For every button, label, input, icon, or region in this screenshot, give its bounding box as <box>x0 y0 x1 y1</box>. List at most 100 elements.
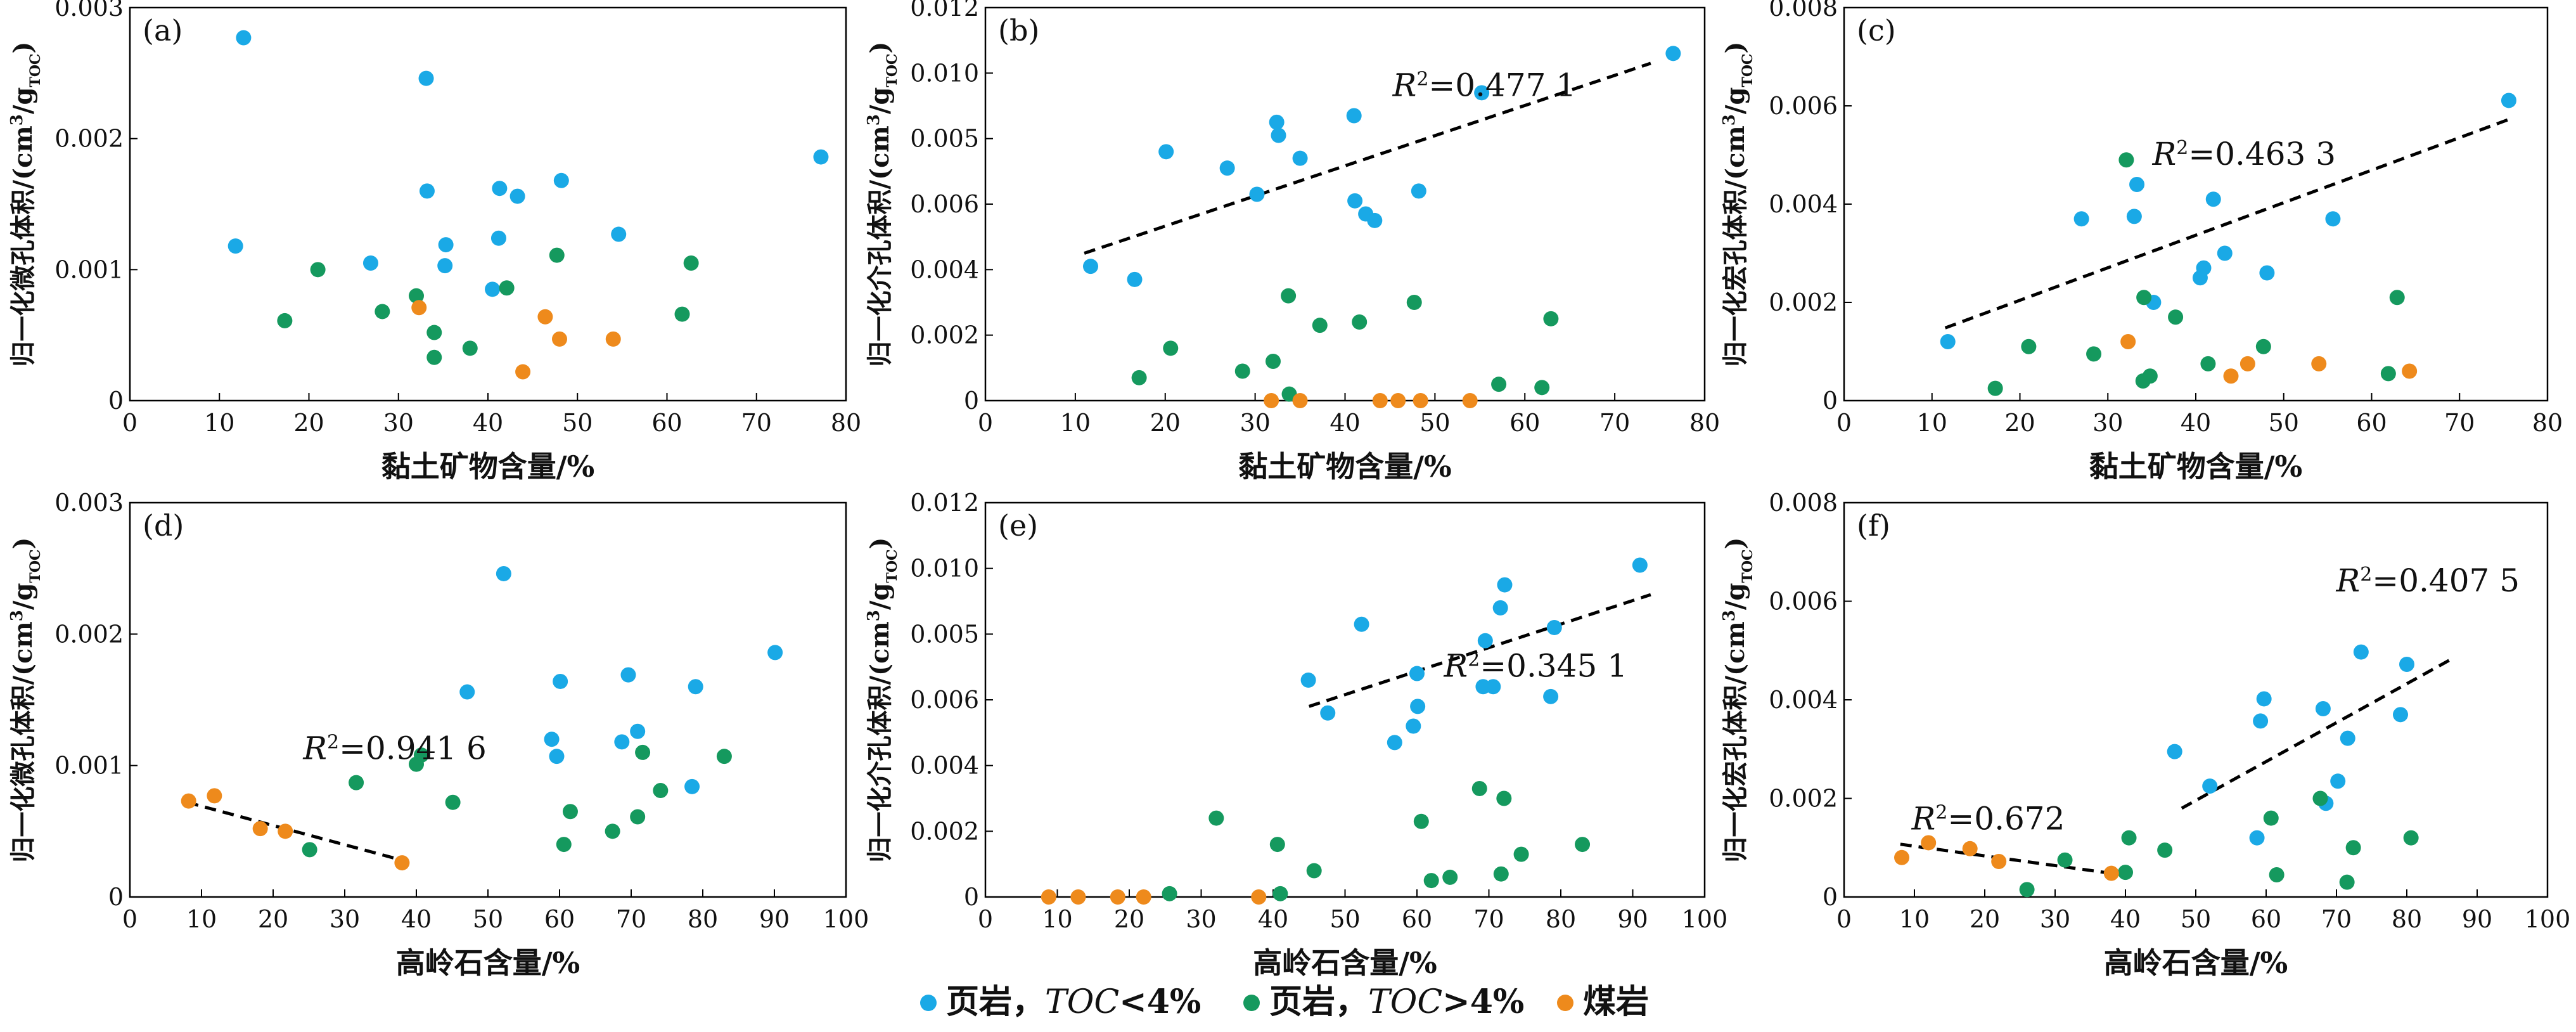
point-shale-low <box>1158 144 1174 160</box>
y-tick-label: 0.005 <box>910 125 979 153</box>
point-shale-low <box>1940 334 1956 349</box>
x-tick-label: 0 <box>122 905 138 933</box>
x-tick-label: 30 <box>330 905 360 933</box>
point-shale-low <box>1127 271 1143 287</box>
point-shale-high <box>605 823 620 839</box>
point-shale-low <box>437 258 453 274</box>
point-shale-low <box>485 281 501 297</box>
x-tick-label: 80 <box>831 409 861 437</box>
y-axis-label: 归一化微孔体积/(cm3/gTOC) <box>8 42 44 367</box>
point-shale-high <box>1306 863 1322 879</box>
x-tick-label: 60 <box>544 905 575 933</box>
point-shale-low <box>1632 557 1648 573</box>
point-shale-low <box>362 255 378 271</box>
point-shale-high <box>1162 886 1177 901</box>
point-shale-high <box>1406 295 1422 310</box>
panel-b: 0 10 20 30 40 50 60 70 80 0 0.002 0.004 0.006 0.005 0.… <box>864 0 1720 484</box>
point-shale-low <box>1475 679 1491 695</box>
x-tick-label: 10 <box>186 905 217 933</box>
legend-label-coal: 煤岩 <box>1583 983 1649 1021</box>
x-tick-label: 40 <box>2181 409 2211 437</box>
y-axis-label: 归一化微孔体积/(cm3/gTOC) <box>8 538 44 863</box>
point-shale-high <box>1272 886 1288 901</box>
y-tick-label: 0.012 <box>910 489 979 517</box>
y-tick-label: 0 <box>108 883 124 911</box>
x-tick-label: 30 <box>1186 905 1216 933</box>
point-shale-low <box>2399 657 2414 673</box>
x-axis-label: 黏土矿物含量/% <box>381 449 595 484</box>
point-shale-low <box>1219 160 1235 176</box>
point-shale-high <box>1352 314 1368 330</box>
point-shale-low <box>438 237 454 253</box>
point-shale-high <box>1163 340 1179 356</box>
point-shale-high <box>2389 290 2405 306</box>
x-tick-label: 80 <box>1546 905 1576 933</box>
point-shale-high <box>653 783 669 799</box>
y-tick-label: 0.002 <box>54 620 124 648</box>
point-shale-low <box>490 230 506 246</box>
point-coal <box>537 309 553 325</box>
point-shale-low <box>1354 616 1369 632</box>
point-shale-low <box>611 226 627 242</box>
y-tick-label: 0.006 <box>1769 588 1838 616</box>
trendline-all <box>1308 593 1651 708</box>
r-squared-annotation: R2=0.672 <box>1911 800 2065 837</box>
point-shale-high <box>1208 810 1224 826</box>
point-shale-low <box>1492 600 1508 616</box>
point-coal <box>252 821 268 837</box>
point-shale-low <box>2256 691 2272 707</box>
x-tick-label: 20 <box>258 905 288 933</box>
panel-e: 0 10 20 30 40 50 60 70 80 90 100 0 0.002 0.004 0.006 0.… <box>864 489 1727 980</box>
x-tick-label: 70 <box>2444 409 2475 437</box>
y-tick-label: 0.003 <box>54 0 124 22</box>
point-shale-high <box>716 749 732 764</box>
x-tick-label: 100 <box>1682 905 1728 933</box>
x-axis-label: 黏土矿物含量/% <box>2089 449 2303 484</box>
point-coal <box>1070 889 1086 905</box>
point-shale-high <box>1496 790 1512 806</box>
plot-frame <box>984 6 1706 402</box>
panel-c: 0 10 20 30 40 50 60 70 80 0 0.002 0.004 0.006 0.008 (c… <box>1720 0 2563 484</box>
point-shale-low <box>688 679 703 695</box>
point-coal <box>1041 889 1056 905</box>
point-coal <box>207 788 222 804</box>
x-tick-label: 20 <box>1114 905 1144 933</box>
x-tick-label: 30 <box>1240 409 1270 437</box>
y-tick-label: 0.008 <box>1769 489 1838 517</box>
point-shale-low <box>1292 150 1308 166</box>
point-shale-low <box>2073 211 2089 227</box>
point-shale-low <box>2330 773 2346 789</box>
legend-marker-coal <box>1557 995 1573 1011</box>
y-tick-label: 0.001 <box>54 255 124 283</box>
point-shale-low <box>2202 778 2218 794</box>
panel-label: (f) <box>1857 508 1890 543</box>
point-shale-low <box>2205 191 2221 207</box>
point-coal <box>2311 356 2327 371</box>
point-shale-high <box>549 247 565 263</box>
point-coal <box>552 331 567 347</box>
point-coal <box>1962 841 1978 856</box>
point-shale-high <box>310 262 326 278</box>
x-tick-label: 60 <box>651 409 682 437</box>
y-tick-label: 0.005 <box>910 620 979 648</box>
legend-label-shale-low: 页岩，TOC<4% <box>946 983 1201 1021</box>
point-shale-high <box>2269 867 2284 883</box>
point-shale-high <box>445 794 461 810</box>
y-tick-label: 0.010 <box>910 555 979 583</box>
legend: 页岩，TOC<4% 页岩，TOC>4% 煤岩 <box>920 983 1649 1021</box>
point-shale-high <box>556 837 572 853</box>
point-shale-high <box>1266 354 1281 369</box>
x-tick-label: 0 <box>1836 905 1852 933</box>
y-tick-label: 0.002 <box>910 321 979 349</box>
point-coal <box>2223 368 2239 384</box>
y-tick-label: 0 <box>1823 883 1838 911</box>
y-tick-label: 0.008 <box>1769 0 1838 22</box>
y-tick-label: 0.006 <box>910 190 979 218</box>
r-squared-annotation: R2=0.407 5 <box>2336 562 2520 599</box>
point-shale-high <box>2135 373 2151 389</box>
point-shale-low <box>2192 270 2208 286</box>
point-shale-low <box>1271 127 1286 143</box>
point-shale-high <box>2086 346 2102 362</box>
point-shale-high <box>2057 852 2073 868</box>
point-shale-low <box>1546 619 1562 635</box>
